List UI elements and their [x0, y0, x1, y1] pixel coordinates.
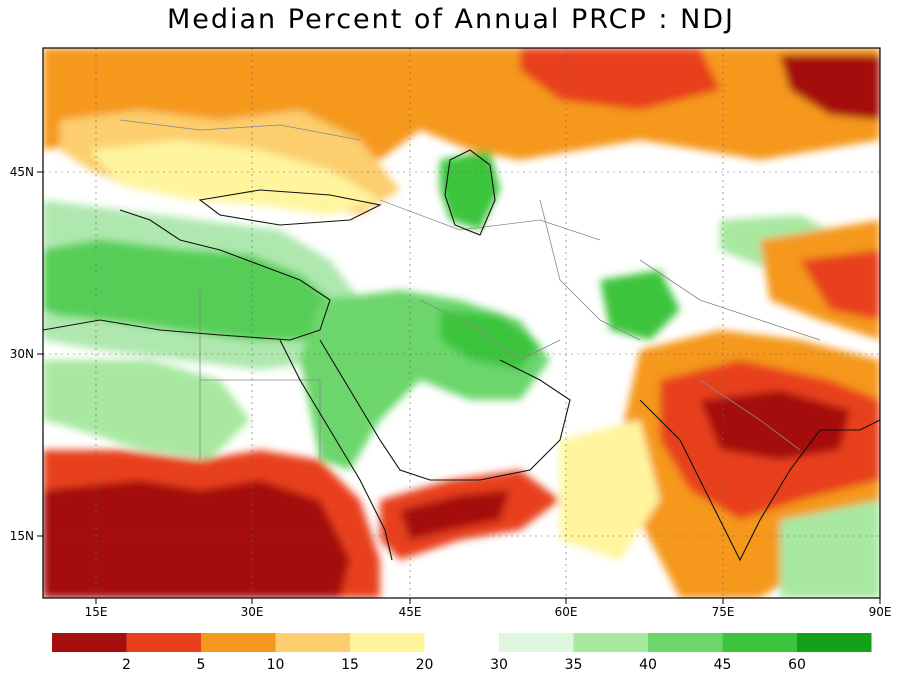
legend-dry-label-0: 2	[122, 657, 131, 673]
region-mediterranean-wet-light	[43, 200, 360, 370]
legend-wet-label-4: 60	[788, 657, 806, 673]
legend-wet-label-0: 30	[490, 657, 508, 673]
lat-label-15n: 15N	[10, 529, 34, 543]
legend-dry-swatch-2	[201, 633, 276, 652]
legend-dry-swatch-4	[350, 633, 425, 652]
region-iraq-wet-dark	[440, 310, 540, 370]
coastlines	[43, 149, 880, 562]
precipitation-field	[43, 48, 880, 598]
legend-wet-swatch-0	[499, 633, 574, 652]
lon-label-15e: 15E	[85, 605, 108, 619]
lat-label-30n: 30N	[10, 347, 34, 361]
legend-dry-label-4: 20	[416, 657, 434, 673]
lon-label-75e: 75E	[712, 605, 735, 619]
legend-dry-label-3: 15	[341, 657, 359, 673]
lon-label-60e: 60E	[555, 605, 578, 619]
lat-label-45n: 45N	[10, 165, 34, 179]
legend-dry-label-1: 5	[197, 657, 206, 673]
legend-wet-swatches	[499, 633, 872, 652]
legend-wet-swatch-1	[573, 633, 648, 652]
lon-axis-labels: 15E 30E 45E 60E 75E 90E	[85, 605, 892, 619]
region-russia-orange	[520, 48, 720, 110]
legend-colorbar: 2 5 10 15 20 30 35 40 45 60	[52, 633, 872, 673]
legend-wet-label-1: 35	[565, 657, 583, 673]
region-yemen-very-dry	[400, 490, 510, 540]
legend-dry-label-2: 10	[267, 657, 285, 673]
lon-label-90e: 90E	[869, 605, 892, 619]
legend-dry-swatch-1	[126, 633, 201, 652]
region-sahel-very-dry	[43, 480, 350, 598]
region-tibet-red	[800, 250, 880, 320]
axis-ticks	[37, 171, 881, 604]
region-bay-of-bengal-wet	[780, 500, 880, 598]
region-russia-red	[780, 55, 880, 120]
lon-label-45e: 45E	[399, 605, 422, 619]
region-india-very-dry	[700, 390, 850, 460]
map-frame	[42, 47, 881, 599]
region-north-africa-wet	[43, 360, 250, 460]
legend-wet-label-3: 45	[714, 657, 732, 673]
lon-label-30e: 30E	[241, 605, 264, 619]
legend-dry-swatches	[52, 633, 425, 652]
legend-wet-label-2: 40	[639, 657, 657, 673]
region-caspian-wet	[440, 150, 500, 230]
map-title: Median Percent of Annual PRCP : NDJ	[166, 4, 736, 35]
lat-axis-labels: 45N 30N 15N	[10, 165, 34, 543]
legend-dry-swatch-0	[52, 633, 127, 652]
region-afghanistan-wet	[600, 270, 680, 340]
legend-wet-swatch-2	[648, 633, 723, 652]
legend-dry-swatch-3	[275, 633, 350, 652]
legend-wet-labels: 30 35 40 45 60	[490, 657, 806, 673]
legend-wet-swatch-3	[722, 633, 797, 652]
political-borders	[119, 119, 821, 460]
region-europe-light	[90, 140, 380, 215]
legend-dry-labels: 2 5 10 15 20	[122, 657, 433, 673]
legend-wet-swatch-4	[797, 633, 872, 652]
grid-lines	[43, 48, 880, 598]
region-arabian-sea-pale	[560, 420, 660, 560]
